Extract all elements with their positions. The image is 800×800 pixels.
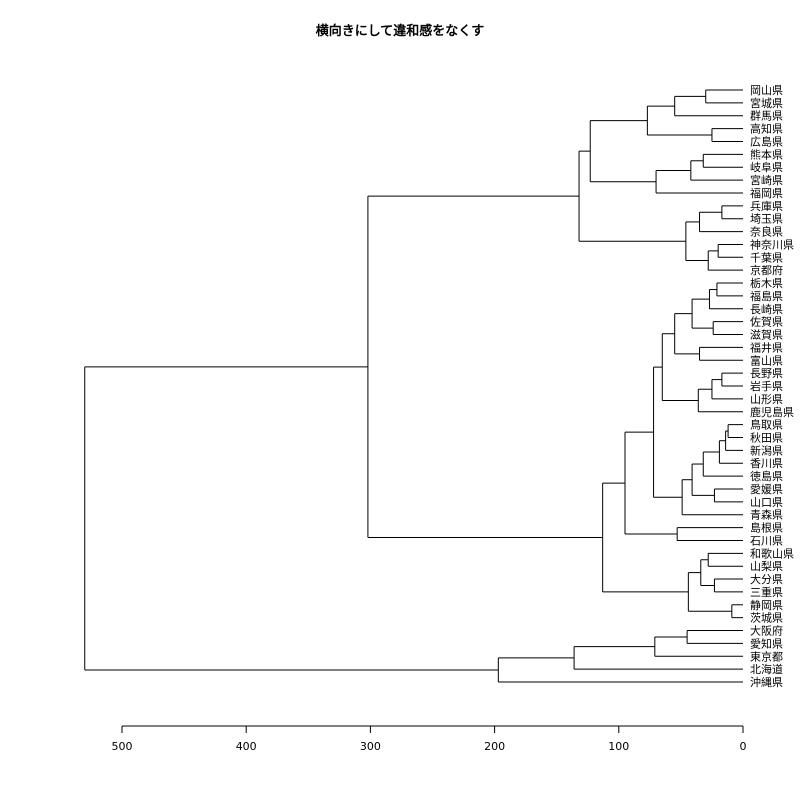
leaf-label: 東京都 xyxy=(750,649,783,663)
leaf-label: 熊本県 xyxy=(750,147,783,161)
leaf-label: 新潟県 xyxy=(750,443,783,457)
leaf-label: 徳島県 xyxy=(750,469,783,483)
x-tick-label: 0 xyxy=(740,740,747,753)
leaf-labels: 岡山県宮城県群馬県高知県広島県熊本県岐阜県宮崎県福岡県兵庫県埼玉県奈良県神奈川県… xyxy=(750,84,794,689)
leaf-label: 千葉県 xyxy=(750,250,783,264)
leaf-label: 富山県 xyxy=(750,353,783,367)
leaf-label: 秋田県 xyxy=(750,430,783,444)
leaf-label: 埼玉県 xyxy=(750,212,783,226)
leaf-label: 京都府 xyxy=(750,263,783,277)
leaf-label: 茨城県 xyxy=(750,611,783,625)
leaf-label: 山形県 xyxy=(750,393,783,406)
leaf-label: 愛媛県 xyxy=(750,482,783,496)
leaf-label: 岩手県 xyxy=(750,379,783,393)
leaf-label: 群馬県 xyxy=(750,109,783,123)
leaf-label: 山梨県 xyxy=(750,559,783,573)
leaf-label: 福井県 xyxy=(750,340,783,354)
leaf-label: 長野県 xyxy=(750,367,783,380)
leaf-label: 広島県 xyxy=(750,134,783,148)
leaf-label: 北海道 xyxy=(750,662,783,676)
leaf-label: 神奈川県 xyxy=(750,237,794,251)
leaf-label: 鹿児島県 xyxy=(750,405,794,419)
leaf-label: 島根県 xyxy=(750,521,783,535)
leaf-label: 和歌山県 xyxy=(750,546,794,560)
leaf-label: 兵庫県 xyxy=(750,199,783,213)
leaf-label: 宮城県 xyxy=(750,96,783,110)
chart-title: 横向きにして違和感をなくす xyxy=(315,24,485,39)
leaf-label: 岡山県 xyxy=(750,84,783,97)
leaf-label: 栃木県 xyxy=(750,276,783,290)
leaf-label: 滋賀県 xyxy=(750,329,783,342)
leaf-label: 青森県 xyxy=(750,508,783,522)
leaf-label: 大分県 xyxy=(750,572,783,586)
leaf-label: 愛知県 xyxy=(750,636,783,650)
dendrogram-branches xyxy=(84,89,743,683)
leaf-label: 鳥取県 xyxy=(750,418,783,432)
leaf-label: 三重県 xyxy=(750,585,783,599)
x-tick-label: 300 xyxy=(360,740,381,753)
x-tick-label: 500 xyxy=(112,740,133,753)
leaf-label: 石川県 xyxy=(750,534,783,547)
leaf-label: 長崎県 xyxy=(750,302,783,316)
x-tick-label: 100 xyxy=(608,740,629,753)
leaf-label: 沖縄県 xyxy=(750,675,783,689)
leaf-label: 福岡県 xyxy=(750,186,783,200)
leaf-label: 岐阜県 xyxy=(750,161,783,174)
leaf-label: 香川県 xyxy=(750,457,783,470)
leaf-label: 福島県 xyxy=(750,289,783,303)
leaf-label: 宮崎県 xyxy=(750,173,783,187)
leaf-label: 静岡県 xyxy=(750,598,783,612)
x-tick-label: 400 xyxy=(236,740,257,753)
leaf-label: 奈良県 xyxy=(750,225,783,239)
leaf-label: 佐賀県 xyxy=(750,315,783,329)
leaf-label: 高知県 xyxy=(750,122,783,136)
x-tick-label: 200 xyxy=(484,740,505,753)
x-axis: 500 400 300 200 100 0 xyxy=(112,725,747,753)
leaf-label: 大阪府 xyxy=(750,624,783,638)
leaf-label: 山口県 xyxy=(750,496,783,509)
